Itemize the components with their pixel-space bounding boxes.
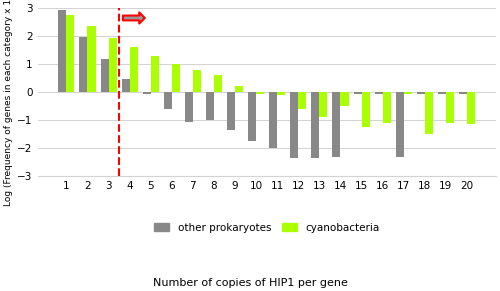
Bar — [150, 56, 159, 92]
Bar — [446, 92, 454, 123]
Text: Number of copies of HIP1 per gene: Number of copies of HIP1 per gene — [152, 278, 348, 288]
Bar — [354, 92, 362, 94]
Bar — [269, 92, 277, 148]
Bar — [206, 92, 214, 120]
Bar — [417, 92, 425, 94]
Bar — [100, 59, 108, 92]
Bar — [404, 92, 412, 94]
Bar — [66, 15, 74, 92]
Bar — [298, 92, 306, 109]
Bar — [459, 92, 467, 94]
Bar — [227, 92, 235, 130]
Legend: other prokaryotes, cyanobacteria: other prokaryotes, cyanobacteria — [150, 218, 384, 237]
Bar — [362, 92, 370, 127]
Bar — [164, 92, 172, 109]
Bar — [256, 92, 264, 94]
Bar — [80, 37, 88, 92]
Bar — [108, 38, 116, 92]
Bar — [142, 92, 150, 94]
Bar — [312, 92, 320, 158]
Bar — [396, 92, 404, 157]
Bar — [88, 26, 96, 92]
Bar — [235, 86, 243, 92]
Bar — [172, 64, 180, 92]
Bar — [340, 92, 348, 106]
Bar — [382, 92, 390, 123]
Bar — [425, 92, 433, 134]
Bar — [214, 75, 222, 92]
Bar — [320, 92, 328, 117]
Bar — [185, 92, 193, 122]
Bar — [290, 92, 298, 158]
Bar — [374, 92, 382, 94]
Y-axis label: Log (Frequency of genes in each category x 1000): Log (Frequency of genes in each category… — [4, 0, 13, 206]
Bar — [467, 92, 475, 124]
Bar — [193, 70, 201, 92]
Bar — [122, 79, 130, 92]
Bar — [332, 92, 340, 157]
Bar — [130, 47, 138, 92]
Bar — [58, 10, 66, 92]
Bar — [277, 92, 285, 95]
Bar — [248, 92, 256, 141]
Bar — [438, 92, 446, 94]
